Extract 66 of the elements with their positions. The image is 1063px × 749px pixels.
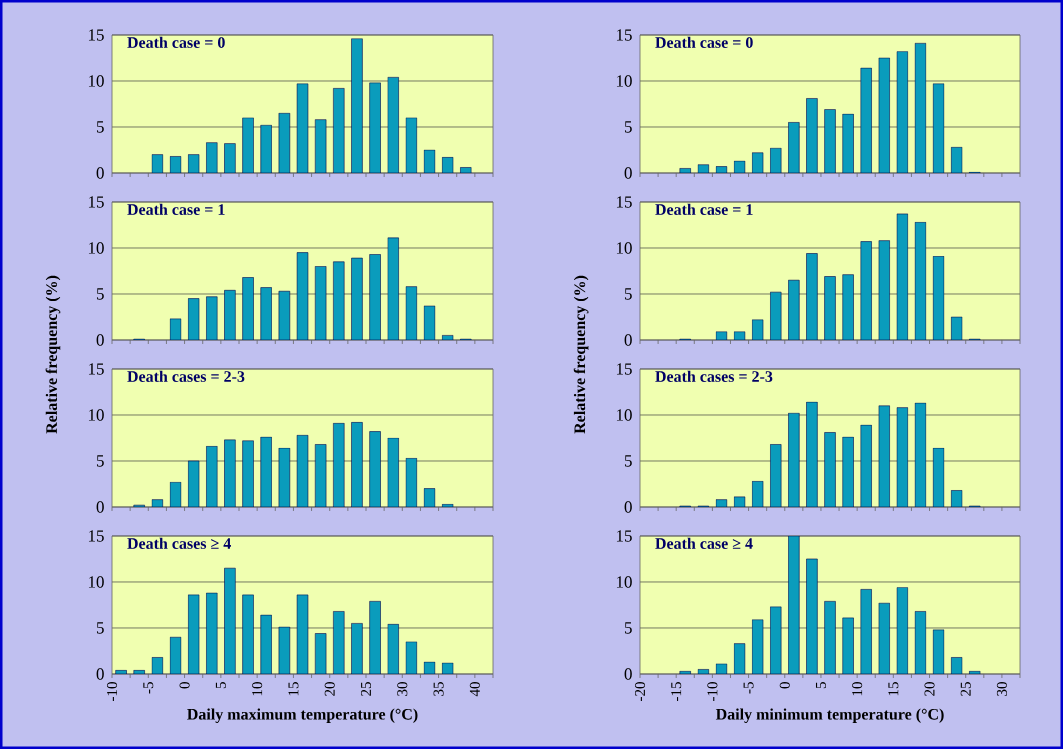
y-tick-label: 10: [88, 576, 104, 588]
x-tick-label: 5: [215, 682, 226, 689]
chart-title: Death case = 1: [127, 203, 225, 215]
y-tick-label: 5: [96, 455, 104, 467]
y-tick-label: 0: [624, 668, 632, 680]
x-tick-label: 15: [888, 682, 899, 696]
y-tick-label: 0: [624, 334, 632, 346]
x-tick-label: -5: [743, 682, 754, 694]
x-tick-label: 0: [779, 682, 790, 689]
y-tick-label: 5: [96, 288, 104, 300]
y-tick-label: 10: [616, 75, 632, 87]
y-tick-label: 10: [616, 409, 632, 421]
y-tick-label: 5: [624, 455, 632, 467]
y-tick-label: 10: [616, 576, 632, 588]
y-axis-title: Relative frequency (%): [573, 275, 589, 434]
y-tick-label: 15: [88, 530, 104, 542]
y-tick-label: 10: [88, 409, 104, 421]
y-tick-label: 5: [96, 622, 104, 634]
x-tick-label: -5: [143, 682, 154, 694]
x-tick-label: 40: [469, 682, 480, 697]
x-tick-label: 10: [852, 682, 863, 696]
y-tick-label: 0: [624, 167, 632, 179]
x-tick-label: -20: [634, 682, 646, 701]
y-tick-label: 5: [624, 121, 632, 133]
x-tick-label: 30: [397, 682, 408, 696]
y-tick-label: 0: [96, 501, 104, 513]
y-tick-label: 0: [624, 501, 632, 513]
y-tick-label: 5: [96, 121, 104, 133]
chart-title: Death cases = 2-3: [655, 370, 773, 382]
x-tick-label: 20: [924, 682, 935, 696]
y-tick-label: 15: [616, 29, 632, 41]
y-tick-label: 5: [624, 622, 632, 634]
chart-title: Death case = 1: [655, 203, 753, 215]
chart-title: Death case = 0: [127, 36, 225, 48]
y-tick-label: 15: [616, 363, 632, 375]
y-tick-label: 0: [96, 167, 104, 179]
x-tick-label: 15: [288, 682, 299, 696]
x-tick-label: 0: [179, 682, 190, 689]
y-tick-label: 0: [96, 668, 104, 680]
y-axis-title: Relative frequency (%): [45, 275, 61, 434]
chart-title: Death case ≥ 4: [655, 537, 753, 549]
y-tick-label: 0: [96, 334, 104, 346]
y-tick-label: 15: [88, 196, 104, 208]
y-tick-label: 15: [88, 363, 104, 375]
x-tick-label: 30: [996, 682, 1007, 696]
x-tick-label: 5: [815, 682, 826, 689]
x-axis-title: Daily maximum temperature (°C): [187, 708, 418, 723]
x-tick-label: 35: [433, 682, 444, 696]
x-tick-label: 25: [360, 682, 372, 696]
y-tick-label: 15: [88, 29, 104, 41]
y-tick-label: 15: [616, 530, 632, 542]
x-tick-label: -15: [671, 682, 682, 701]
y-tick-label: 10: [616, 242, 632, 254]
chart-title: Death cases = 2-3: [127, 370, 245, 382]
y-tick-label: 10: [88, 75, 104, 87]
x-axis-title: Daily minimum temperature (°C): [715, 708, 944, 723]
x-tick-label: -10: [106, 682, 118, 701]
chart-title: Death cases ≥ 4: [127, 537, 231, 549]
x-tick-label: 20: [324, 682, 335, 696]
y-tick-label: 10: [88, 242, 104, 254]
x-tick-label: 10: [252, 682, 263, 696]
y-tick-label: 15: [616, 196, 632, 208]
x-tick-label: 25: [960, 682, 971, 696]
chart-title: Death case = 0: [655, 36, 753, 48]
x-tick-label: -10: [707, 682, 718, 701]
y-tick-label: 5: [624, 288, 632, 300]
